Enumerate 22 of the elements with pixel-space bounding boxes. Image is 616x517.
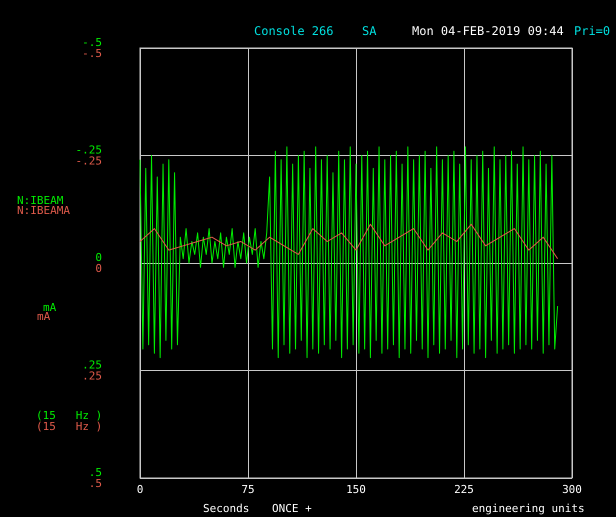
y-tick-label: -.5 <box>82 36 102 49</box>
text: N:IBEAMA <box>17 204 70 217</box>
x-tick-label: 0 <box>136 483 144 496</box>
x-tick-label: 75 <box>241 483 255 496</box>
y-tick-label: .5 <box>88 466 102 479</box>
text: Pri=0 <box>574 24 610 38</box>
x-tick-label: 300 <box>562 483 582 496</box>
text: ONCE + <box>272 502 312 515</box>
y-tick-label: -.25 <box>76 144 102 156</box>
text: SA <box>362 24 378 38</box>
text: N:IBEAM <box>17 194 64 207</box>
text: (15 Hz ) <box>36 409 102 422</box>
y-tick-label: .25 <box>82 358 102 372</box>
x-tick-label: 150 <box>346 483 366 496</box>
text: engineering units <box>472 502 585 515</box>
y-tick-label: 0 <box>95 251 102 264</box>
chart-title: Console 266 <box>254 24 334 38</box>
text: Mon 04-FEB-2019 09:44 <box>412 24 564 38</box>
text: mA <box>37 310 51 323</box>
x-axis-title: Seconds <box>203 502 250 515</box>
text: (15 Hz ) <box>36 420 102 433</box>
x-tick-label: 225 <box>454 483 474 496</box>
